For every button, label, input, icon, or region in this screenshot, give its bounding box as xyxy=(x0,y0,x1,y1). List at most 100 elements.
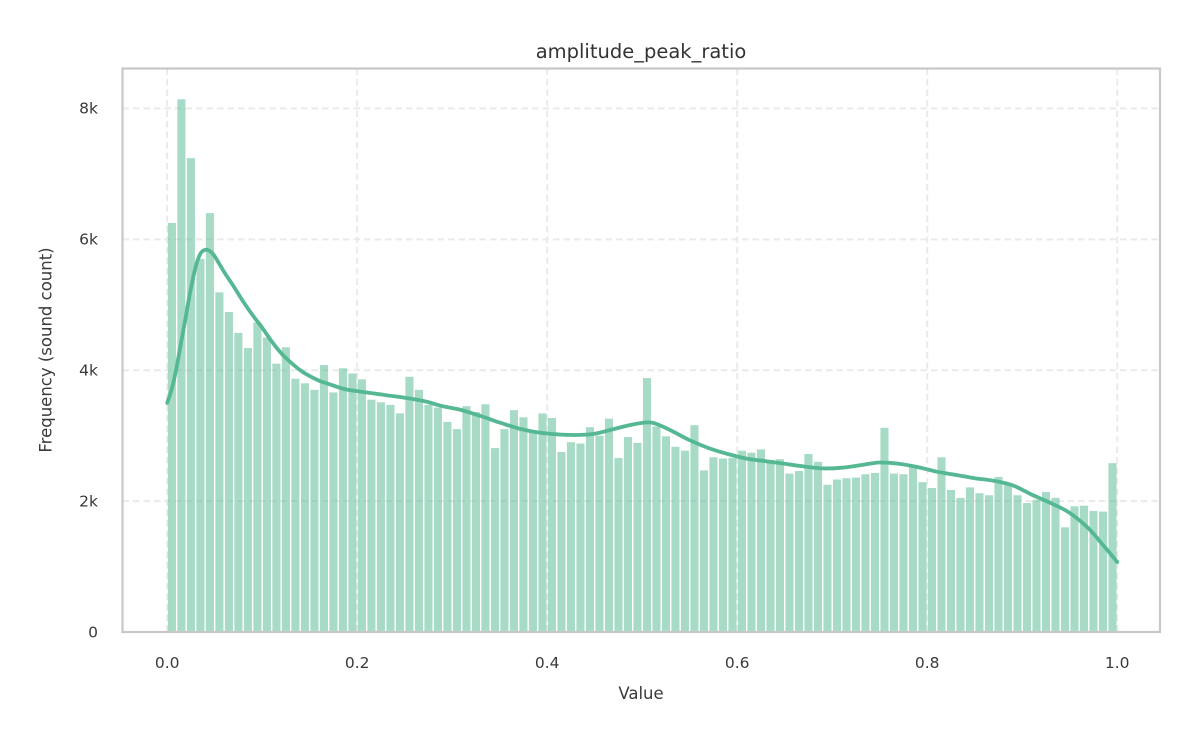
histogram-bar xyxy=(870,472,880,632)
histogram-bar xyxy=(927,488,937,632)
histogram-bar xyxy=(1108,463,1117,632)
histogram-bar xyxy=(490,448,499,632)
histogram-bar xyxy=(243,347,252,632)
histogram-bar xyxy=(899,474,908,632)
histogram-bar xyxy=(690,425,699,632)
histogram-bar xyxy=(262,337,271,632)
histogram-bar xyxy=(832,479,842,632)
histogram-bar xyxy=(794,471,804,632)
y-tick-label: 8k xyxy=(79,100,98,118)
histogram-bar xyxy=(1079,505,1089,632)
histogram-bar xyxy=(462,406,471,632)
y-tick-label: 0 xyxy=(88,623,98,641)
histogram-bar xyxy=(595,435,604,632)
histogram-bar xyxy=(756,449,766,632)
histogram-bar xyxy=(766,459,775,632)
histogram-bar xyxy=(1060,527,1070,632)
histogram-bar xyxy=(813,461,823,632)
histogram-bar xyxy=(975,493,984,632)
histogram-bar xyxy=(167,222,176,632)
histogram-bar xyxy=(680,450,689,632)
histogram-bar xyxy=(604,418,613,632)
histogram-bar xyxy=(224,311,233,632)
histogram-bar xyxy=(728,457,737,632)
histogram-bar xyxy=(642,378,651,632)
histogram-bar xyxy=(357,379,366,632)
histogram-bar xyxy=(376,402,385,632)
histogram-bar xyxy=(424,404,433,632)
histogram-bar xyxy=(471,412,480,632)
histogram-bar xyxy=(1022,503,1032,632)
histogram-bar xyxy=(623,436,632,632)
x-tick-label: 0.4 xyxy=(535,654,560,672)
histogram-bar xyxy=(519,417,528,632)
histogram-bar xyxy=(538,413,547,632)
histogram-bar xyxy=(889,473,899,632)
histogram-bar xyxy=(633,442,642,632)
histogram-bar xyxy=(348,373,357,632)
histogram-bar xyxy=(908,465,918,632)
histogram-bar xyxy=(661,436,670,632)
y-axis-label: Frequency (sound count) xyxy=(36,247,56,453)
histogram-bar xyxy=(956,497,965,632)
histogram-bar xyxy=(433,407,442,632)
chart-title: amplitude_peak_ratio xyxy=(535,40,747,63)
histogram-bar xyxy=(481,404,490,632)
histogram-bar xyxy=(557,452,566,632)
x-tick-label: 0.6 xyxy=(725,654,750,672)
histogram-bar xyxy=(528,432,537,632)
histogram-bar xyxy=(946,489,956,632)
x-tick-label: 0.2 xyxy=(345,654,370,672)
histogram-bar xyxy=(234,332,243,632)
histogram-bar xyxy=(994,476,1003,632)
histogram-bar xyxy=(329,392,338,632)
histogram-bar xyxy=(272,363,281,632)
x-tick-label: 0.0 xyxy=(155,654,180,672)
histogram-bar xyxy=(785,473,794,632)
histogram-bar xyxy=(842,478,851,632)
histogram-bar xyxy=(880,427,889,632)
histogram-bar xyxy=(452,429,461,632)
histogram-bar xyxy=(566,442,575,632)
histogram-bar xyxy=(737,450,747,632)
histogram-bar xyxy=(547,417,556,632)
histogram-bar xyxy=(291,378,300,632)
histogram-bar xyxy=(984,495,994,632)
histogram-bar xyxy=(699,470,709,632)
histogram-bar xyxy=(177,99,186,632)
histogram-bar xyxy=(918,482,927,632)
histogram-bar xyxy=(652,426,661,632)
histogram-bar xyxy=(500,429,509,632)
histogram-bar xyxy=(414,389,423,632)
histogram-bar xyxy=(319,364,328,632)
histogram-bar xyxy=(861,474,870,632)
histogram-bar xyxy=(1070,506,1079,632)
histogram-bar xyxy=(395,413,404,632)
x-tick-label: 0.8 xyxy=(915,654,940,672)
histogram-bar xyxy=(509,410,518,632)
histogram-bar xyxy=(965,487,975,632)
histogram-bar xyxy=(1098,511,1108,632)
histogram-bar xyxy=(1013,495,1022,632)
histogram-bar xyxy=(443,421,452,632)
histogram-bar xyxy=(614,457,623,632)
y-tick-label: 6k xyxy=(79,231,98,249)
histogram-bar xyxy=(937,457,946,632)
histogram-bar xyxy=(205,213,214,632)
histogram-bar xyxy=(310,389,319,632)
histogram-bar xyxy=(1003,483,1013,632)
x-tick-label: 1.0 xyxy=(1105,654,1130,672)
kde-curve xyxy=(165,247,1120,564)
plot-border xyxy=(121,67,1162,634)
histogram-bar xyxy=(196,258,205,632)
histogram-bar xyxy=(1051,497,1060,632)
histogram-bar xyxy=(1089,510,1098,632)
histogram-bar xyxy=(215,292,224,632)
y-tick-label: 4k xyxy=(79,361,98,379)
histogram-bar xyxy=(1032,499,1041,632)
histogram-bar xyxy=(386,404,395,632)
histogram-bar xyxy=(851,477,861,632)
histogram-bar xyxy=(747,452,756,632)
